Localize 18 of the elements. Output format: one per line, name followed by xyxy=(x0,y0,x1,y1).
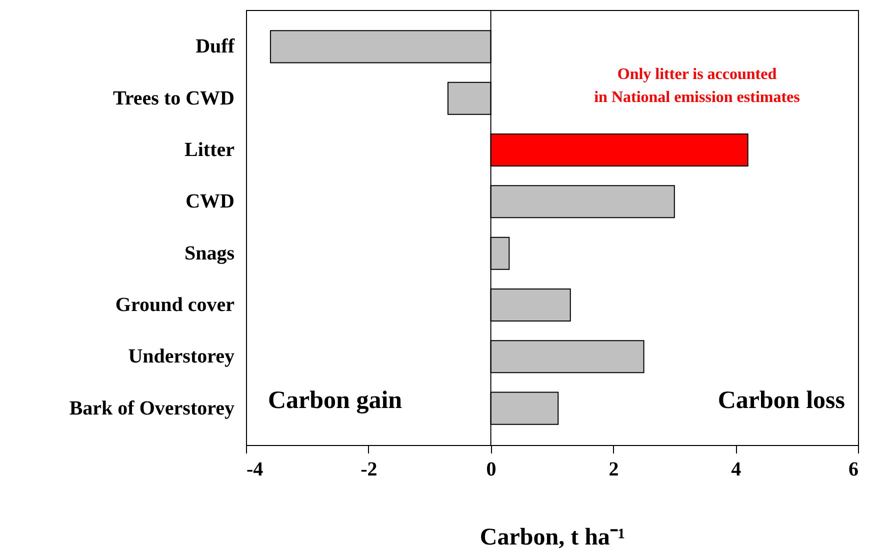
y-tick-label: Duff xyxy=(196,36,235,58)
annotation: Carbon gain xyxy=(268,387,402,414)
x-tick-label: 4 xyxy=(731,458,742,480)
y-tick-label: Trees to CWD xyxy=(113,87,234,110)
y-tick-label: Bark of Overstorey xyxy=(69,397,234,420)
y-tick-label: Snags xyxy=(184,242,235,264)
x-tick-label: 2 xyxy=(608,458,619,480)
y-tick-label: CWD xyxy=(186,190,234,213)
x-tick-label: -4 xyxy=(246,458,264,480)
x-tick-label: 0 xyxy=(486,458,496,480)
annotation: Carbon loss xyxy=(718,387,846,414)
annotation: Only litter is accounted in National emission estimates xyxy=(594,66,800,106)
x-tick-label: -2 xyxy=(360,458,378,480)
y-tick-label: Understorey xyxy=(128,346,234,368)
y-tick-label: Ground cover xyxy=(115,294,235,316)
x-tick-label: 6 xyxy=(848,458,858,480)
x-axis-title: Carbon, t ha⁻¹ xyxy=(480,524,626,550)
y-tick-label: Litter xyxy=(184,139,235,162)
